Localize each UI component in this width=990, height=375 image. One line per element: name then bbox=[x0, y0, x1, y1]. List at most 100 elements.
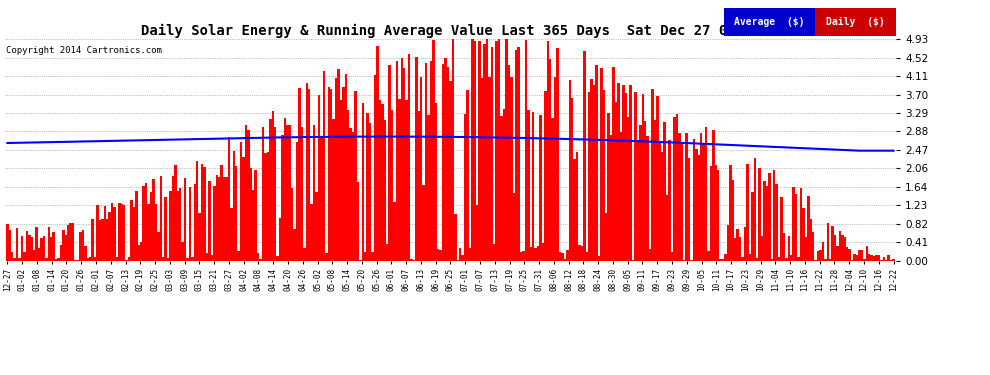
Bar bbox=[595, 65, 598, 261]
Bar bbox=[703, 143, 705, 261]
Bar bbox=[408, 54, 410, 261]
Bar bbox=[41, 238, 43, 261]
Bar bbox=[620, 132, 622, 261]
Bar bbox=[725, 254, 727, 261]
Bar bbox=[498, 39, 500, 261]
Bar bbox=[887, 255, 890, 261]
Bar bbox=[802, 208, 805, 261]
Bar bbox=[440, 250, 442, 261]
Bar bbox=[510, 77, 513, 261]
Bar bbox=[148, 204, 149, 261]
Bar bbox=[330, 89, 333, 261]
Bar bbox=[11, 252, 14, 261]
Bar bbox=[459, 248, 461, 261]
Bar bbox=[668, 140, 671, 261]
Bar bbox=[318, 95, 320, 261]
Bar bbox=[743, 227, 746, 261]
Bar bbox=[454, 214, 456, 261]
Bar bbox=[734, 238, 737, 261]
Bar bbox=[792, 187, 795, 261]
Bar bbox=[693, 139, 695, 261]
Bar bbox=[104, 206, 106, 261]
Bar bbox=[805, 237, 807, 261]
Bar bbox=[167, 258, 169, 261]
Bar bbox=[795, 194, 797, 261]
Bar bbox=[23, 252, 26, 261]
Bar bbox=[313, 125, 316, 261]
Bar bbox=[846, 248, 848, 261]
Bar bbox=[423, 185, 425, 261]
Bar bbox=[763, 181, 765, 261]
Bar bbox=[31, 237, 33, 261]
Bar bbox=[700, 133, 703, 261]
Bar bbox=[461, 255, 464, 261]
Bar bbox=[145, 183, 148, 261]
Bar bbox=[281, 135, 284, 261]
Bar bbox=[851, 260, 853, 261]
Bar bbox=[351, 132, 354, 261]
Bar bbox=[715, 165, 717, 261]
Text: Daily  ($): Daily ($) bbox=[826, 16, 885, 27]
Bar bbox=[544, 91, 546, 261]
Bar bbox=[476, 205, 478, 261]
Bar bbox=[240, 142, 243, 261]
Bar bbox=[761, 236, 763, 261]
Bar bbox=[666, 195, 668, 261]
Bar bbox=[656, 96, 658, 261]
Bar bbox=[783, 233, 785, 261]
Bar bbox=[827, 223, 829, 261]
Bar bbox=[359, 260, 361, 261]
Bar bbox=[532, 112, 535, 261]
Bar bbox=[520, 252, 523, 261]
Bar bbox=[445, 58, 446, 261]
Bar bbox=[86, 258, 89, 261]
Bar bbox=[651, 89, 653, 261]
Bar bbox=[378, 100, 381, 261]
Bar bbox=[561, 253, 563, 261]
Bar bbox=[576, 152, 578, 261]
Bar bbox=[710, 166, 712, 261]
Bar bbox=[288, 124, 291, 261]
Bar bbox=[720, 260, 722, 261]
Bar bbox=[765, 186, 768, 261]
Bar bbox=[527, 110, 530, 261]
Bar bbox=[356, 182, 359, 261]
Bar bbox=[627, 117, 630, 261]
Bar bbox=[853, 254, 855, 261]
Bar bbox=[106, 219, 109, 261]
Bar bbox=[843, 237, 846, 261]
Bar bbox=[481, 78, 483, 261]
Bar bbox=[530, 247, 532, 261]
Bar bbox=[57, 258, 59, 261]
Bar bbox=[573, 159, 576, 261]
Bar bbox=[179, 188, 181, 261]
Bar bbox=[118, 203, 121, 261]
Bar bbox=[6, 224, 9, 261]
Bar bbox=[94, 257, 96, 261]
Bar bbox=[21, 236, 23, 261]
Bar bbox=[374, 75, 376, 261]
Bar bbox=[571, 98, 573, 261]
Bar bbox=[673, 117, 675, 261]
Bar bbox=[149, 192, 152, 261]
Bar bbox=[644, 121, 646, 261]
Bar bbox=[279, 218, 281, 261]
Bar bbox=[383, 120, 386, 261]
Bar bbox=[274, 128, 276, 261]
Bar bbox=[184, 178, 186, 261]
Bar bbox=[610, 135, 613, 261]
Bar bbox=[491, 47, 493, 261]
Bar bbox=[323, 71, 325, 261]
Bar bbox=[800, 188, 802, 261]
Bar bbox=[768, 173, 770, 261]
Bar bbox=[751, 192, 753, 261]
Bar bbox=[863, 260, 865, 261]
Bar bbox=[271, 111, 274, 261]
Bar bbox=[406, 100, 408, 261]
Bar bbox=[121, 204, 123, 261]
Bar bbox=[181, 242, 184, 261]
Bar bbox=[36, 228, 38, 261]
Bar bbox=[842, 236, 843, 261]
Bar bbox=[235, 166, 238, 261]
Bar bbox=[466, 90, 468, 261]
